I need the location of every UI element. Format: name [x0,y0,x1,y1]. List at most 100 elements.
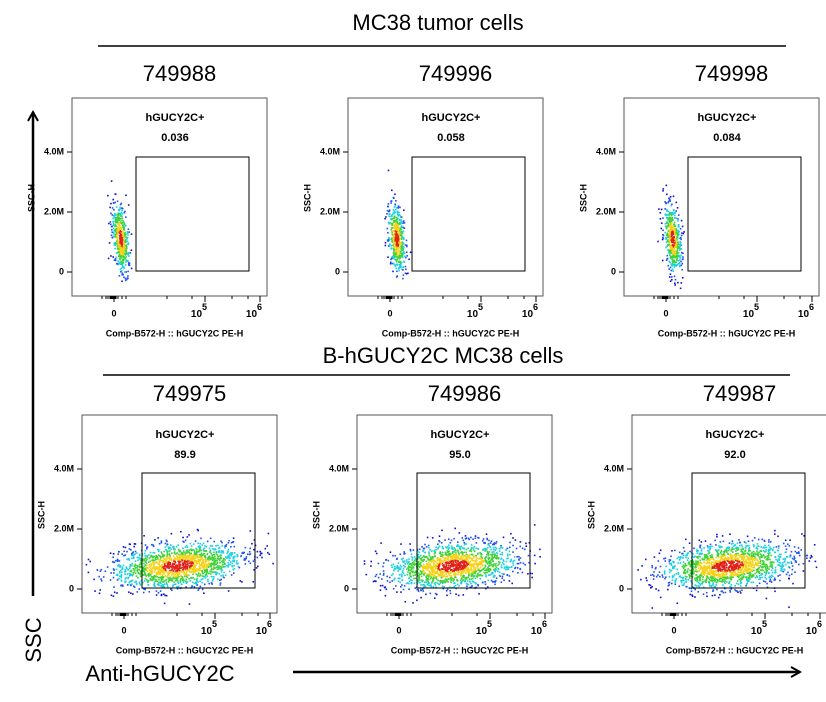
event-dot [185,571,187,574]
event-dot [370,565,372,567]
event-dot [188,577,190,580]
event-dot [120,584,122,587]
event-dot [429,572,431,575]
event-dot [489,569,491,571]
event-dot [390,222,393,225]
event-dot [461,569,464,572]
event-dot [468,563,471,565]
event-dot [435,567,437,570]
event-dot [408,577,410,580]
event-dot [498,557,500,559]
event-dot [390,237,393,239]
event-dot [390,574,393,577]
event-dot [466,569,468,572]
event-dot [387,203,390,205]
event-dot [393,252,395,255]
x-axis-label: Comp-B572-H :: hGUCY2C PE-H [391,645,529,655]
event-dot [463,542,466,545]
event-dot [676,233,679,236]
event-dot [454,553,456,556]
event-dot [169,571,172,574]
event-dot [159,590,162,592]
event-dot [209,563,211,565]
event-dot [120,270,123,272]
event-dot [443,566,445,569]
event-dot [428,555,430,557]
event-dot [120,255,122,257]
event-dot [116,236,118,239]
event-dot [497,561,500,563]
event-dot [123,211,126,214]
event-dot [471,585,473,587]
event-dot [211,545,213,547]
event-dot [419,570,422,572]
event-dot [163,570,165,573]
event-dot [398,257,400,260]
event-dot [442,556,445,559]
event-dot [223,558,226,561]
event-dot [390,227,393,229]
event-dot [124,571,126,573]
event-dot [195,553,198,556]
event-dot [505,560,508,563]
event-dot [124,277,127,280]
sample-id: 749996 [419,61,492,86]
event-dot [454,561,457,563]
event-dot [210,565,212,567]
event-dot [111,214,114,216]
event-dot [447,561,450,564]
event-dot [444,554,446,556]
event-dot [204,570,207,572]
event-dot [392,563,395,566]
event-dot [188,568,191,570]
event-dot [410,582,412,585]
event-dot [202,572,204,575]
event-dot [207,557,210,560]
event-dot [672,225,674,228]
event-dot [483,567,486,569]
event-dot [668,252,670,254]
event-dot [227,590,230,592]
event-dot [474,537,477,539]
event-dot [119,227,121,229]
event-dot [382,565,384,568]
event-dot [422,569,425,572]
event-dot [682,232,685,235]
event-dot [193,563,196,565]
event-dot [393,220,395,222]
event-dot [191,561,193,563]
event-dot [399,227,402,229]
event-dot [495,569,497,571]
event-dot [226,552,228,555]
event-dot [477,583,479,586]
event-dot [196,575,199,577]
event-dot [214,567,217,569]
event-dot [177,565,179,567]
event-dot [225,556,227,558]
event-dot [134,550,137,553]
event-dot [196,551,199,553]
event-dot [446,558,448,560]
event-dot [153,552,156,554]
event-dot [124,253,126,255]
x-tick-label: 105 [476,619,492,636]
event-dot [113,591,116,594]
event-dot [406,568,408,570]
y-tick-label: 4.0M [54,463,74,473]
event-dot [674,232,677,235]
event-dot [495,557,498,560]
event-dot [486,550,489,553]
event-dot [127,584,129,586]
event-dot [157,573,159,576]
tick-base: 10 [476,626,488,637]
gate-value: 0.036 [161,132,189,144]
event-dot [391,189,393,192]
event-dot [198,568,201,571]
event-dot [716,588,718,591]
event-dot [398,211,400,214]
event-dot [207,566,210,568]
event-dot [210,570,213,573]
event-dot [213,559,215,562]
event-dot [399,553,402,556]
event-dot [402,557,404,560]
